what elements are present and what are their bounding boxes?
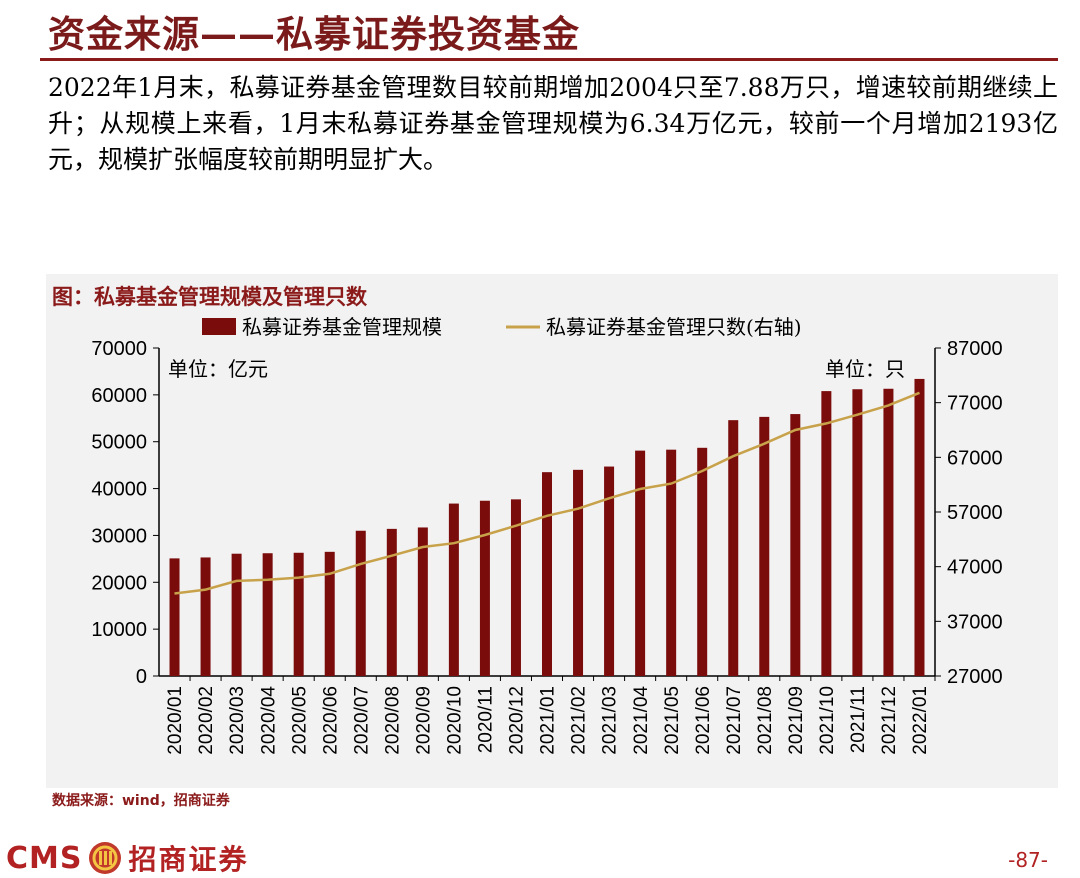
x-tick-label: 2020/02 <box>196 686 217 755</box>
y-right-tick-label: 37000 <box>947 611 1003 633</box>
x-tick-label: 2020/03 <box>227 686 248 755</box>
bar-2021-11 <box>852 389 863 676</box>
x-tick-label: 2020/11 <box>476 686 497 753</box>
x-tick-label: 2021/05 <box>662 686 683 755</box>
y-left-unit-label: 单位：亿元 <box>168 357 268 381</box>
bar-2020-09 <box>417 527 428 676</box>
legend-label-line: 私募证券基金管理只数(右轴) <box>546 315 802 339</box>
x-tick-label: 2021/02 <box>569 686 590 755</box>
x-tick-label: 2021/06 <box>693 686 714 755</box>
x-tick-label: 2021/11 <box>848 686 869 753</box>
bar-2020-04 <box>262 553 273 676</box>
bar-2020-03 <box>231 553 242 676</box>
y-left-tick-label: 40000 <box>91 479 147 501</box>
bar-2021-07 <box>728 420 739 676</box>
line-series-count <box>174 391 920 595</box>
logo-chinese-name: 招商证券 <box>128 843 249 876</box>
logo-emblem-icon <box>89 842 122 874</box>
bar-2020-10 <box>448 503 459 676</box>
y-right-tick-label: 57000 <box>947 502 1003 524</box>
y-right-tick-label: 27000 <box>947 666 1003 688</box>
y-right-tick-label: 67000 <box>947 447 1003 469</box>
bar-2021-09 <box>790 414 801 676</box>
page-title: 资金来源——私募证券投资基金 <box>48 12 580 56</box>
summary-text: 2022年1月末，私募证券基金管理数目较前期增加2004只至7.88万只，增速较… <box>48 73 1058 174</box>
x-tick-label: 2021/12 <box>879 686 900 755</box>
legend-label-bar: 私募证券基金管理规模 <box>242 315 442 339</box>
bar-2021-02 <box>573 469 584 676</box>
x-tick-label: 2020/04 <box>258 686 279 755</box>
bar-2020-11 <box>479 500 490 676</box>
x-tick-label: 2020/10 <box>445 686 466 755</box>
x-tick-label: 2020/12 <box>507 686 528 755</box>
y-left-tick-label: 70000 <box>91 338 147 360</box>
x-tick-label: 2020/01 <box>165 686 186 755</box>
x-tick-label: 2020/08 <box>382 686 403 755</box>
y-left-tick-label: 50000 <box>91 432 147 454</box>
x-tick-label: 2020/05 <box>289 686 310 755</box>
data-source: 数据来源：wind，招商证券 <box>52 793 230 809</box>
bar-2021-08 <box>759 416 770 676</box>
x-tick-label: 2021/01 <box>538 686 559 755</box>
y-right-tick-label: 77000 <box>947 393 1003 415</box>
y-right-tick-label: 47000 <box>947 557 1003 579</box>
bar-2021-12 <box>883 388 894 676</box>
y-left-tick-label: 0 <box>136 666 147 688</box>
y-left-tick-label: 10000 <box>91 619 147 641</box>
bar-2020-06 <box>324 551 335 676</box>
y-right-tick-label: 87000 <box>947 338 1003 360</box>
x-tick-label: 2020/06 <box>320 686 341 755</box>
legend-swatch-bar <box>202 318 236 335</box>
y-left-tick-label: 20000 <box>91 572 147 594</box>
page-number: -87- <box>1008 848 1048 872</box>
y-left-tick-label: 30000 <box>91 525 147 547</box>
bar-2021-01 <box>542 472 552 676</box>
bar-2020-07 <box>355 530 366 676</box>
logo-text: CMS <box>6 840 83 876</box>
bar-2021-04 <box>635 450 646 676</box>
x-tick-label: 2021/08 <box>755 686 776 755</box>
company-logo: CMS 招商证券 <box>6 838 249 878</box>
bar-2021-03 <box>604 466 615 676</box>
bar-2021-10 <box>821 391 832 676</box>
bar-2021-05 <box>666 449 677 676</box>
bar-2020-08 <box>386 528 397 676</box>
x-tick-label: 2020/09 <box>413 686 434 755</box>
bar-2021-06 <box>697 447 708 676</box>
bar-2020-12 <box>510 499 521 676</box>
y-left-tick-label: 60000 <box>91 385 147 407</box>
x-tick-label: 2020/07 <box>351 686 372 755</box>
bar-2020-05 <box>293 552 304 676</box>
chart-title: 图：私募基金管理规模及管理只数 <box>52 285 367 309</box>
y-right-unit-label: 单位：只 <box>825 357 905 381</box>
x-tick-label: 2021/09 <box>786 686 807 755</box>
x-tick-label: 2022/01 <box>910 686 931 755</box>
title-divider <box>40 58 1058 61</box>
bar-2020-01 <box>169 558 180 676</box>
x-tick-label: 2021/07 <box>724 686 745 755</box>
x-tick-label: 2021/10 <box>817 686 838 755</box>
bar-2020-02 <box>200 557 211 676</box>
bar-2022-01 <box>914 378 925 676</box>
x-tick-label: 2021/03 <box>600 686 621 755</box>
x-tick-label: 2021/04 <box>631 686 652 755</box>
